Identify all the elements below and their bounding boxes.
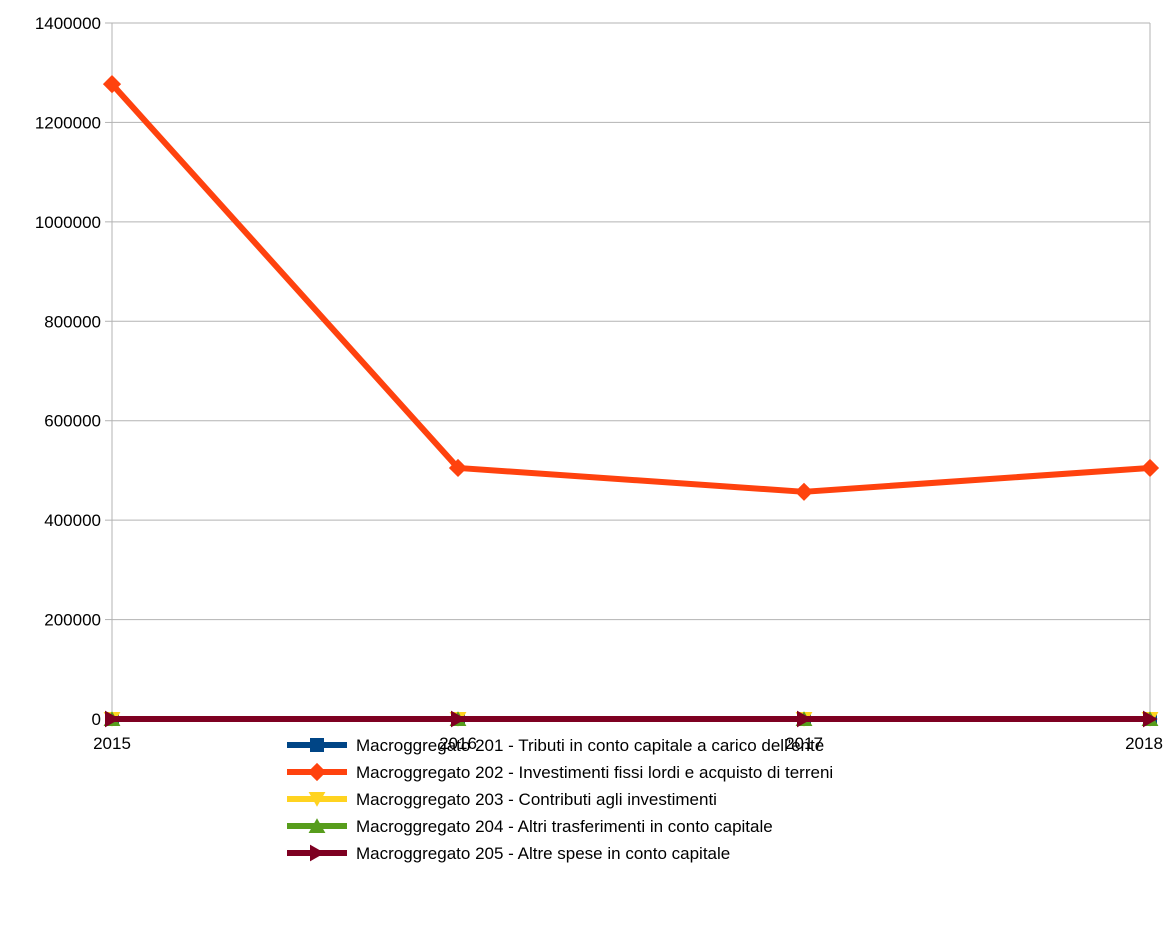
legend-label: Macroggregato 205 - Altre spese in conto… — [356, 844, 730, 863]
legend-swatch-marker — [308, 818, 326, 833]
y-tick-label: 0 — [92, 710, 101, 729]
legend-label: Macroggregato 203 - Contributi agli inve… — [356, 790, 717, 809]
legend-item: Macroggregato 202 - Investimenti fissi l… — [287, 762, 833, 782]
data-point — [105, 710, 120, 728]
data-point — [1140, 458, 1160, 478]
legend-item: Macroggregato 201 - Tributi in conto cap… — [287, 736, 824, 755]
legend-item: Macroggregato 203 - Contributi agli inve… — [287, 790, 717, 809]
series-205 — [105, 710, 1158, 728]
y-tick-label: 1200000 — [35, 113, 101, 132]
x-axis-ticks: 2015 2016 2017 2018 — [93, 719, 1163, 753]
legend-swatch-marker — [310, 738, 324, 752]
x-tick-label: 2018 — [1125, 734, 1163, 753]
data-point — [797, 710, 812, 728]
legend: Macroggregato 201 - Tributi in conto cap… — [287, 736, 833, 863]
legend-swatch-marker — [310, 844, 325, 862]
series-line — [109, 82, 1151, 495]
y-tick-label: 400000 — [44, 511, 101, 530]
gridlines — [112, 22, 1150, 720]
y-tick-label: 800000 — [44, 312, 101, 331]
x-tick-label: 2016 — [439, 734, 477, 753]
series-group — [102, 75, 1160, 728]
legend-label: Macroggregato 201 - Tributi in conto cap… — [356, 736, 824, 755]
y-tick-label: 1000000 — [35, 213, 101, 232]
x-tick-label: 2015 — [93, 734, 131, 753]
data-point — [448, 458, 468, 478]
data-point — [451, 710, 466, 728]
legend-swatch-marker — [307, 762, 327, 782]
legend-label: Macroggregato 204 - Altri trasferimenti … — [356, 817, 773, 836]
x-tick-label: 2017 — [785, 734, 823, 753]
legend-item: Macroggregato 205 - Altre spese in conto… — [287, 844, 730, 863]
legend-swatch-marker — [308, 792, 326, 807]
data-point — [794, 482, 814, 501]
legend-label: Macroggregato 202 - Investimenti fissi l… — [356, 763, 833, 782]
legend-item: Macroggregato 204 - Altri trasferimenti … — [287, 817, 773, 836]
y-tick-label: 600000 — [44, 412, 101, 431]
y-tick-label: 200000 — [44, 611, 101, 630]
y-tick-label: 1400000 — [35, 14, 101, 33]
axes — [111, 23, 1151, 720]
data-point — [102, 75, 122, 94]
data-point — [1143, 710, 1158, 728]
y-axis-ticks: 0 200000 400000 600000 800000 1000000 1200000 1… — [35, 14, 112, 729]
series-202 — [102, 75, 1160, 501]
